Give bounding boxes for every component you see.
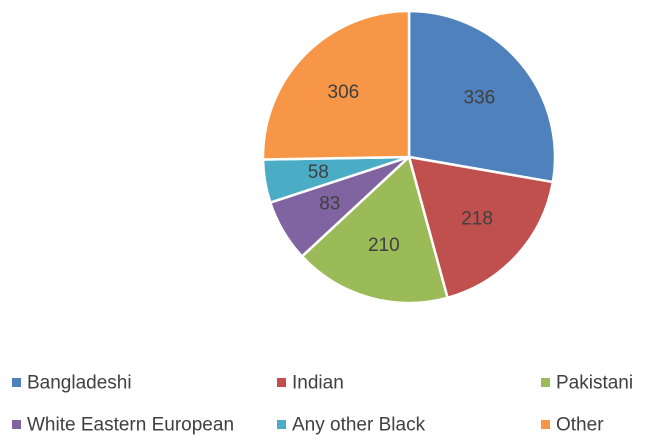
- legend-item-bangladeshi: Bangladeshi: [12, 373, 132, 394]
- legend-swatch-white-eastern-european: [12, 420, 21, 429]
- pie-slice-other: [261, 9, 411, 161]
- legend-swatch-pakistani: [541, 378, 550, 387]
- pie-slice-bangladeshi: [407, 9, 557, 184]
- data-label-other: 306: [328, 82, 360, 103]
- legend-label-other: Other: [556, 415, 604, 436]
- legend-label-any-other-black: Any other Black: [292, 415, 426, 436]
- legend-item-any-other-black: Any other Black: [277, 415, 426, 436]
- data-label-bangladeshi: 336: [464, 87, 496, 108]
- legend-item-white-eastern-european: White Eastern European: [12, 415, 234, 436]
- legend-label-indian: Indian: [292, 373, 344, 394]
- legend-swatch-bangladeshi: [12, 378, 21, 387]
- legend-item-pakistani: Pakistani: [541, 373, 633, 394]
- chart-legend: Bangladeshi Indian Pakistani White Eastern …: [12, 373, 633, 436]
- legend-label-white-eastern-european: White Eastern European: [27, 415, 234, 436]
- data-label-pakistani: 210: [368, 235, 400, 256]
- data-label-white-eastern-european: 83: [319, 193, 340, 214]
- legend-label-bangladeshi: Bangladeshi: [27, 373, 132, 394]
- legend-swatch-indian: [277, 378, 286, 387]
- data-label-indian: 218: [461, 208, 493, 229]
- legend-item-indian: Indian: [277, 373, 344, 394]
- pie-data-labels: 336 218 210 83 58 306: [308, 82, 496, 256]
- legend-label-pakistani: Pakistani: [556, 373, 633, 394]
- pie-slice-indian: [407, 155, 555, 300]
- legend-item-other: Other: [541, 415, 604, 436]
- legend-swatch-other: [541, 420, 550, 429]
- legend-swatch-any-other-black: [277, 420, 286, 429]
- data-label-any-other-black: 58: [308, 162, 329, 183]
- pie-slices: [261, 9, 557, 305]
- pie-slice-pakistani: [300, 155, 449, 305]
